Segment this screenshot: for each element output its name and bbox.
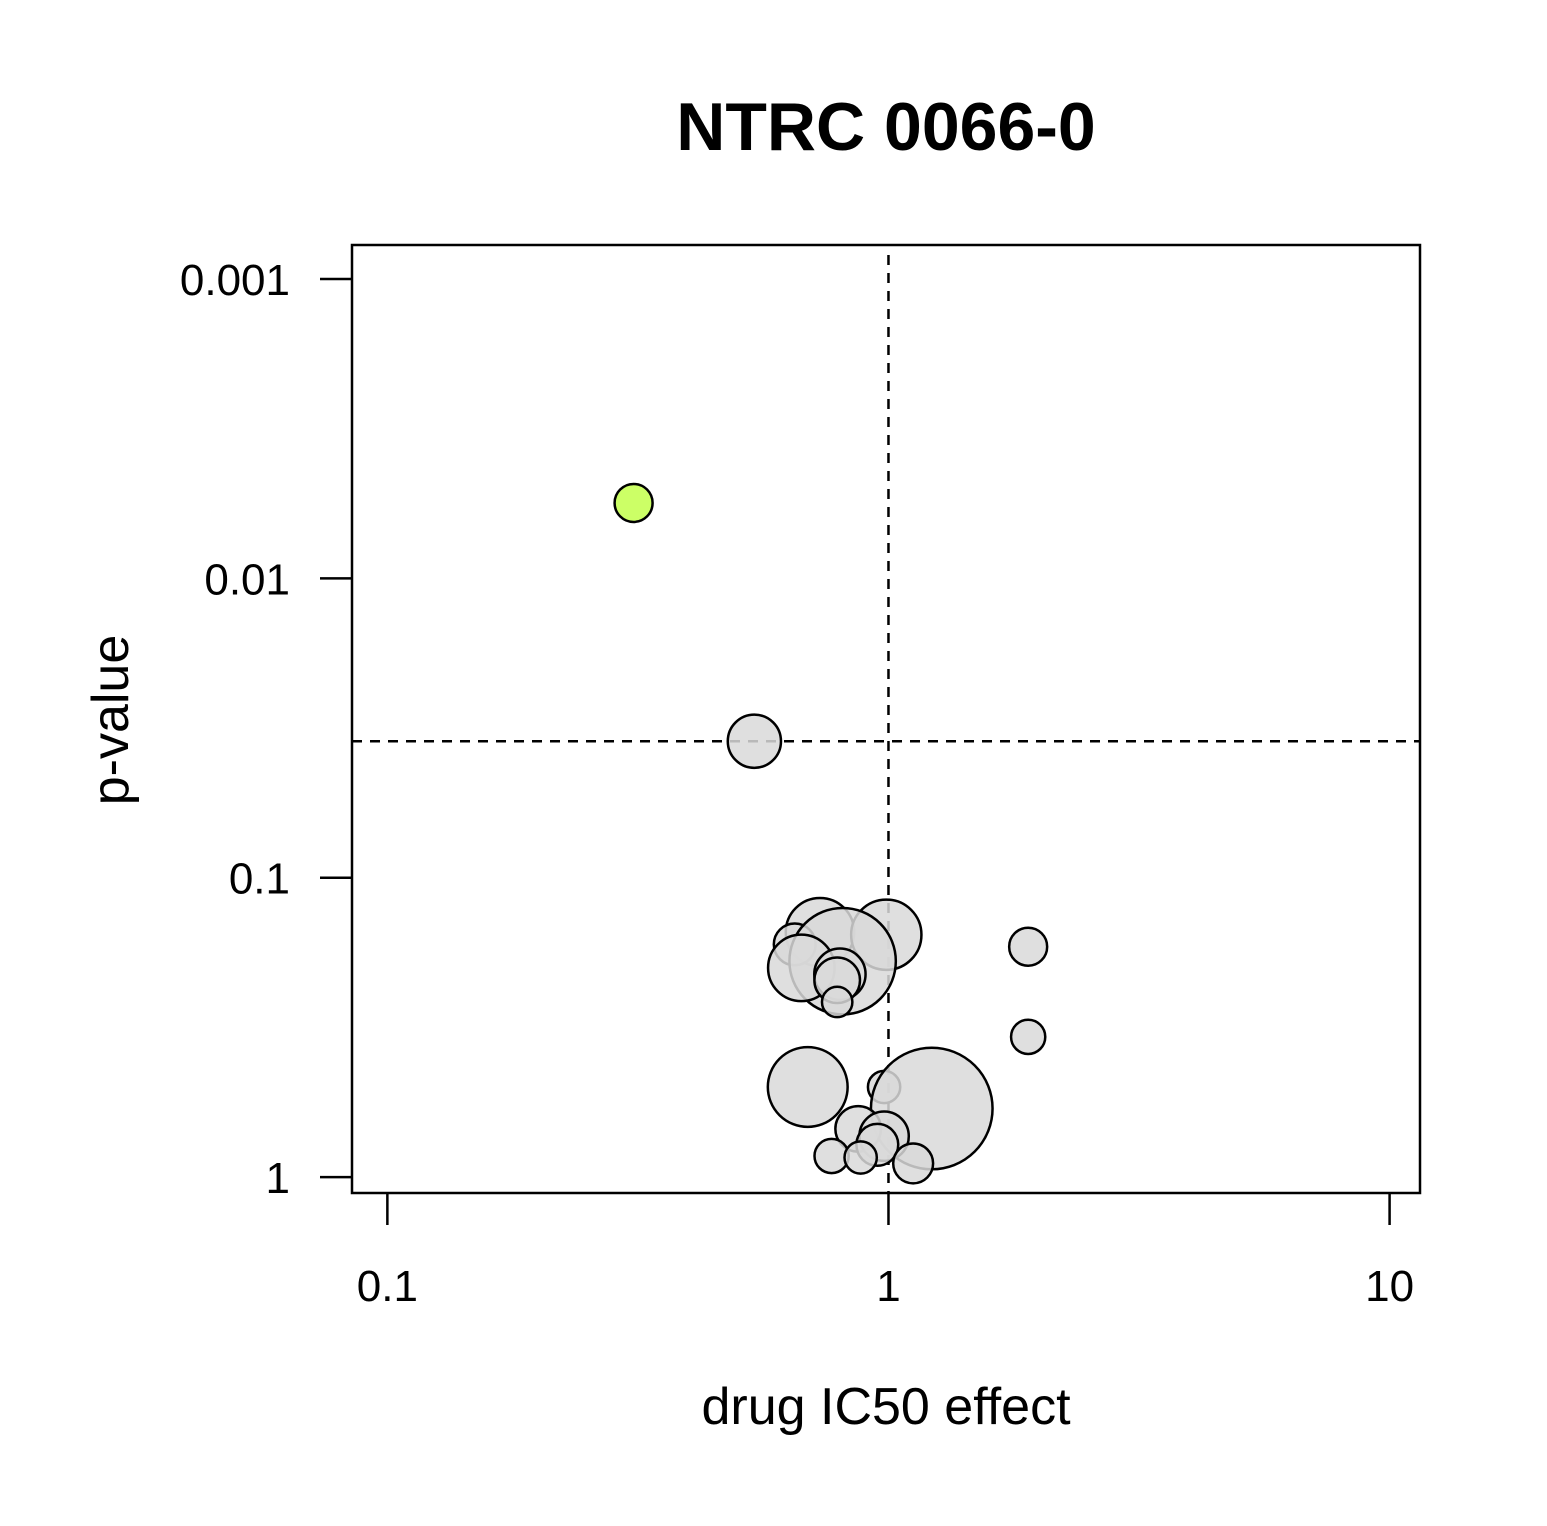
y-tick-label: 0.01 [204,555,290,604]
x-tick-label: 0.1 [357,1262,418,1311]
y-tick-label: 1 [266,1154,290,1203]
x-axis: 0.1 1 10 [357,1193,1414,1311]
reference-lines [352,255,1420,1193]
y-tick-label: 0.001 [180,256,290,305]
data-point [820,985,854,1019]
data-points [613,482,1049,1185]
data-point [843,1140,879,1175]
x-axis-label: drug IC50 effect [701,1378,1071,1436]
data-point [1009,1018,1047,1056]
y-axis-label: p-value [82,635,140,806]
x-tick-label: 10 [1365,1262,1414,1311]
data-point [726,713,783,770]
y-tick-label: 0.1 [229,855,290,904]
x-tick-label: 1 [876,1262,900,1311]
chart-title: NTRC 0066-0 [676,89,1096,165]
data-point [766,1045,849,1129]
data-point [1007,926,1049,967]
data-point [891,1142,935,1185]
highlighted-data-point [613,482,654,524]
plot-frame [350,243,1422,1195]
y-axis: 0.001 0.01 0.1 1 [180,256,352,1203]
